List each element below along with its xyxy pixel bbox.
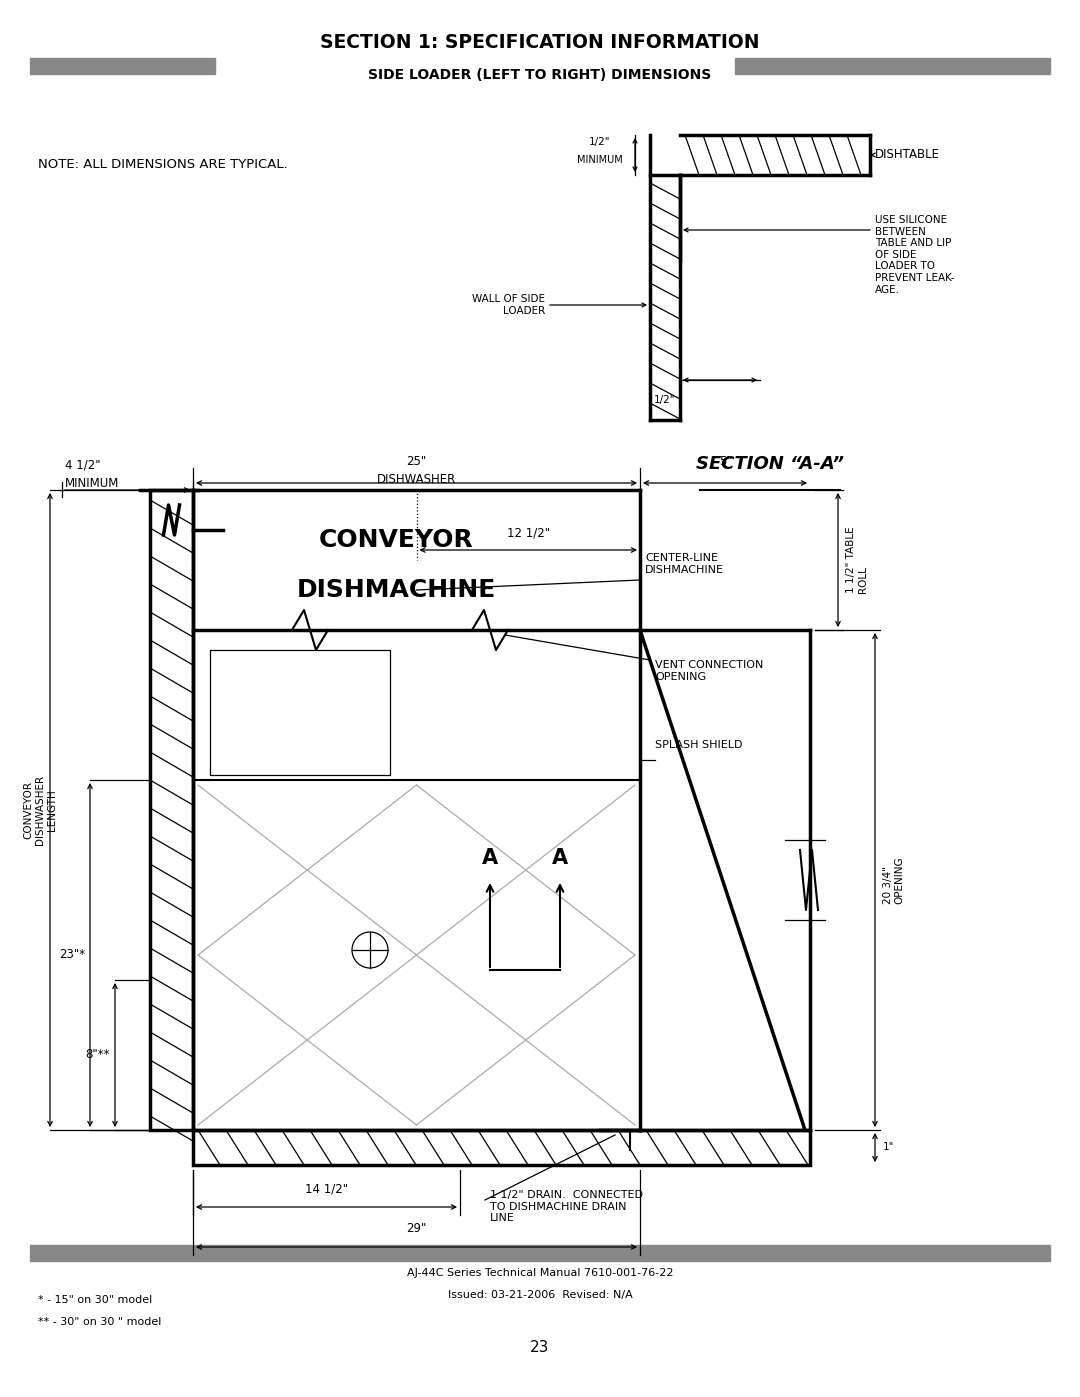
Text: 5": 5"	[718, 455, 731, 468]
Text: 20 3/4"
OPENING: 20 3/4" OPENING	[883, 856, 905, 904]
Text: DISHWASHER: DISHWASHER	[377, 474, 456, 486]
Text: DISHTABLE: DISHTABLE	[875, 148, 940, 162]
Text: USE SILICONE
BETWEEN
TABLE AND LIP
OF SIDE
LOADER TO
PREVENT LEAK-
AGE.: USE SILICONE BETWEEN TABLE AND LIP OF SI…	[875, 215, 955, 295]
Text: MINIMUM: MINIMUM	[65, 476, 120, 490]
Text: 29": 29"	[406, 1222, 427, 1235]
Text: 1": 1"	[883, 1143, 894, 1153]
Text: 1 1/2" DRAIN.  CONNECTED
TO DISHMACHINE DRAIN
LINE: 1 1/2" DRAIN. CONNECTED TO DISHMACHINE D…	[490, 1190, 643, 1224]
Text: 8"**: 8"**	[85, 1049, 110, 1062]
Text: MINIMUM: MINIMUM	[577, 155, 623, 165]
Text: 1 1/2" TABLE
ROLL: 1 1/2" TABLE ROLL	[846, 527, 867, 594]
Text: 1/2": 1/2"	[590, 137, 611, 147]
Bar	[150, 490, 193, 1130]
Bar	[30, 59, 215, 74]
Text: 25": 25"	[406, 455, 427, 468]
Text: A: A	[482, 848, 498, 868]
Text: WALL OF SIDE
LOADER: WALL OF SIDE LOADER	[472, 295, 545, 316]
Text: SECTION “A-A”: SECTION “A-A”	[696, 455, 843, 474]
Text: 23: 23	[530, 1340, 550, 1355]
Text: SIDE LOADER (LEFT TO RIGHT) DIMENSIONS: SIDE LOADER (LEFT TO RIGHT) DIMENSIONS	[368, 68, 712, 82]
Bar	[30, 1245, 1050, 1261]
Text: NOTE: ALL DIMENSIONS ARE TYPICAL.: NOTE: ALL DIMENSIONS ARE TYPICAL.	[38, 158, 287, 170]
Text: VENT CONNECTION
OPENING: VENT CONNECTION OPENING	[654, 659, 764, 682]
Text: AJ-44C Series Technical Manual 7610-001-76-22: AJ-44C Series Technical Manual 7610-001-…	[407, 1268, 673, 1278]
Text: 12 1/2": 12 1/2"	[507, 527, 550, 541]
Bar	[193, 1130, 810, 1165]
Text: 4 1/2": 4 1/2"	[65, 460, 100, 472]
Text: DISHMACHINE: DISHMACHINE	[297, 578, 496, 602]
Text: 1/2": 1/2"	[653, 395, 675, 405]
Text: A: A	[552, 848, 568, 868]
Text: SPLASH SHIELD: SPLASH SHIELD	[654, 740, 743, 750]
Text: CONVEYOR: CONVEYOR	[319, 528, 474, 552]
Text: * - 15" on 30" model: * - 15" on 30" model	[38, 1295, 152, 1305]
Text: ** - 30" on 30 " model: ** - 30" on 30 " model	[38, 1317, 161, 1327]
Text: CENTER-LINE
DISHMACHINE: CENTER-LINE DISHMACHINE	[645, 553, 724, 576]
Bar	[210, 650, 390, 775]
Text: Issued: 03-21-2006  Revised: N/A: Issued: 03-21-2006 Revised: N/A	[447, 1289, 633, 1301]
Text: 14 1/2": 14 1/2"	[305, 1182, 348, 1194]
Bar	[735, 59, 1050, 74]
Text: 23"*: 23"*	[59, 949, 85, 961]
Text: CONVEYOR
DISHWASHER
LENGTH: CONVEYOR DISHWASHER LENGTH	[24, 775, 56, 845]
Text: SECTION 1: SPECIFICATION INFORMATION: SECTION 1: SPECIFICATION INFORMATION	[321, 34, 759, 52]
